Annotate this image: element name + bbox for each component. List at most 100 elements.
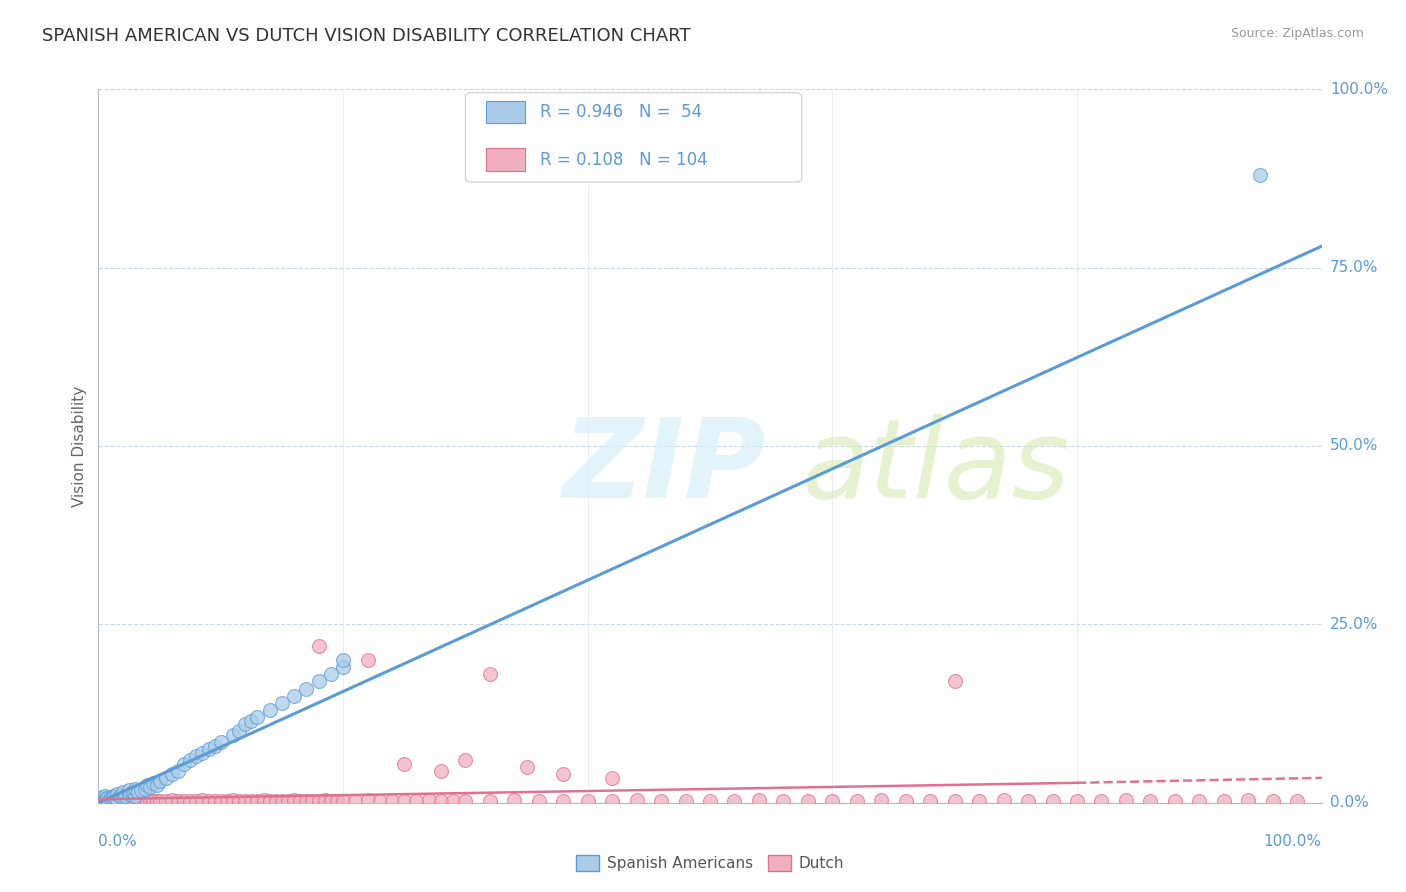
Point [650, 794, 672, 808]
Point [270, 696, 294, 710]
Point [111, 785, 134, 799]
Point [295, 794, 318, 808]
Point [136, 794, 159, 808]
Point [381, 794, 404, 808]
Point [1066, 794, 1088, 808]
Point [90, 792, 112, 806]
Point [142, 776, 165, 790]
Point [233, 794, 256, 808]
Point [93, 794, 115, 808]
Text: ZIP: ZIP [564, 414, 766, 521]
Point [129, 783, 152, 797]
Point [134, 794, 156, 808]
Point [515, 760, 537, 774]
Point [993, 793, 1015, 807]
Point [114, 794, 136, 808]
Point [127, 794, 149, 808]
Point [167, 794, 190, 808]
Point [101, 794, 124, 808]
Point [179, 753, 201, 767]
Text: SPANISH AMERICAN VS DUTCH VISION DISABILITY CORRELATION CHART: SPANISH AMERICAN VS DUTCH VISION DISABIL… [42, 27, 690, 45]
Point [222, 793, 245, 807]
Point [259, 794, 281, 808]
Point [124, 793, 146, 807]
Point [967, 794, 990, 808]
Point [430, 764, 453, 778]
Point [675, 794, 697, 808]
Point [179, 794, 201, 808]
Point [124, 789, 146, 803]
FancyBboxPatch shape [486, 148, 526, 171]
Point [308, 794, 330, 808]
Text: 100.0%: 100.0% [1264, 834, 1322, 849]
Text: 0.0%: 0.0% [98, 834, 138, 849]
Text: 0.0%: 0.0% [1330, 796, 1368, 810]
Point [699, 794, 721, 808]
Point [114, 789, 136, 803]
Text: 50.0%: 50.0% [1330, 439, 1378, 453]
Point [197, 794, 219, 808]
Point [110, 789, 132, 803]
Point [332, 660, 354, 674]
Point [283, 793, 305, 807]
Point [121, 794, 143, 808]
Point [332, 794, 354, 808]
Point [797, 794, 820, 808]
Point [155, 794, 177, 808]
FancyBboxPatch shape [465, 93, 801, 182]
Point [149, 774, 172, 789]
Point [772, 794, 794, 808]
Point [127, 785, 149, 799]
Point [392, 794, 416, 808]
Point [1115, 793, 1137, 807]
Point [392, 756, 416, 771]
Point [356, 653, 378, 667]
Point [1164, 794, 1187, 808]
Point [553, 767, 575, 781]
Text: R = 0.108   N = 104: R = 0.108 N = 104 [540, 151, 707, 169]
Point [101, 789, 124, 803]
Point [100, 792, 122, 806]
Point [723, 794, 745, 808]
Point [209, 794, 232, 808]
FancyBboxPatch shape [486, 101, 526, 123]
Point [430, 794, 453, 808]
Point [626, 793, 648, 807]
Point [845, 794, 868, 808]
Point [295, 681, 318, 696]
Point [600, 794, 623, 808]
Text: atlas: atlas [801, 414, 1070, 521]
Point [368, 794, 391, 808]
Text: Source: ZipAtlas.com: Source: ZipAtlas.com [1230, 27, 1364, 40]
Point [191, 746, 214, 760]
Point [103, 790, 125, 805]
Point [155, 771, 177, 785]
Point [118, 787, 141, 801]
Point [105, 792, 128, 806]
Point [870, 793, 893, 807]
Point [356, 793, 378, 807]
Y-axis label: Vision Disability: Vision Disability [72, 385, 87, 507]
Point [1139, 794, 1161, 808]
Point [748, 793, 770, 807]
Point [173, 756, 195, 771]
Point [110, 793, 132, 807]
Point [264, 794, 287, 808]
Point [233, 717, 256, 731]
Point [246, 710, 269, 724]
Point [308, 674, 330, 689]
Point [191, 793, 214, 807]
Point [142, 794, 165, 808]
Text: R = 0.946   N =  54: R = 0.946 N = 54 [540, 103, 702, 121]
Point [215, 794, 238, 808]
Point [111, 794, 134, 808]
Point [136, 778, 159, 792]
Point [503, 793, 526, 807]
Point [204, 739, 226, 753]
Point [441, 794, 464, 808]
Point [1188, 794, 1211, 808]
Point [197, 742, 219, 756]
Point [139, 780, 162, 794]
Point [920, 794, 942, 808]
Point [319, 667, 342, 681]
